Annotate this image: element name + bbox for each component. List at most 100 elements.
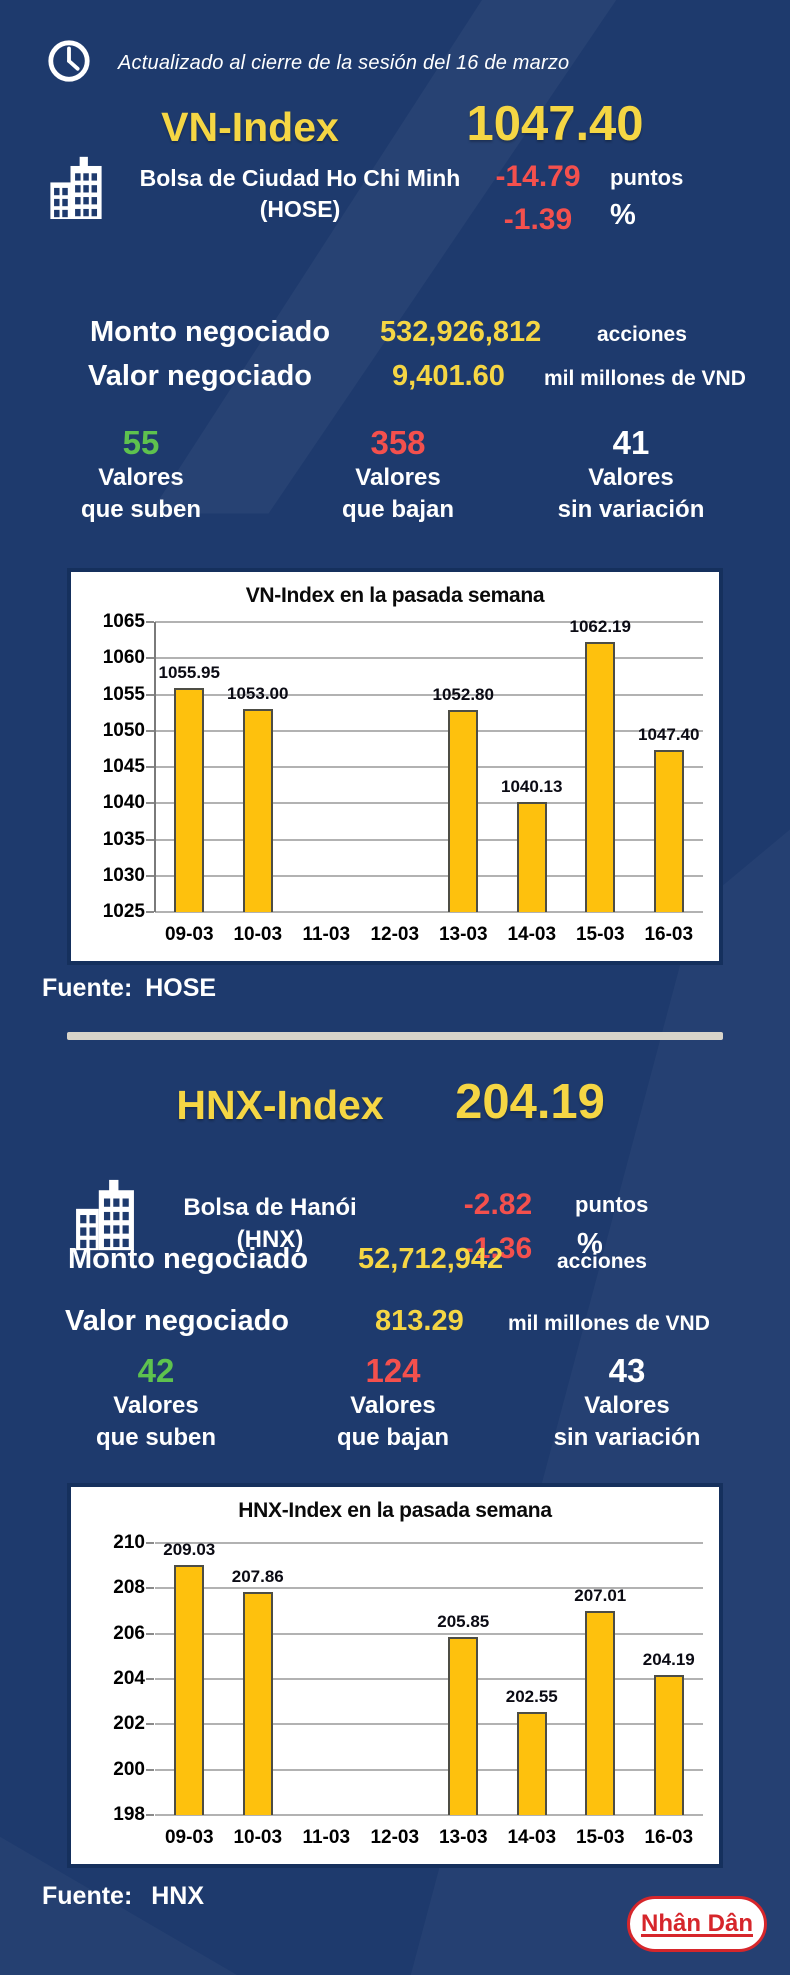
y-axis-tick (146, 1723, 154, 1726)
grid-line (155, 1632, 703, 1635)
building-icon (48, 155, 104, 224)
y-axis-line (154, 622, 156, 912)
vn-volume-value: 532,926,812 (380, 316, 542, 348)
vn-decliners-line2: que bajan (341, 496, 455, 523)
vn-change-percent: -1.39 (503, 203, 573, 236)
hnx-advancers-line1: Valores (113, 1392, 199, 1419)
vn-chart-title: VN-Index en la pasada semana (245, 584, 545, 607)
y-axis-tick (146, 657, 154, 660)
vn-value-unit: mil millones de VND (544, 367, 746, 390)
y-axis-label: 1030 (102, 864, 145, 886)
hnx-advancers-count: 42 (137, 1352, 175, 1389)
y-axis-label: 1035 (102, 828, 145, 850)
hnx-decliners-count: 124 (365, 1352, 421, 1389)
chart-bar-value: 207.01 (574, 1585, 627, 1605)
chart-bar (516, 1711, 547, 1815)
hnx-value-label: Valor negociado (65, 1305, 289, 1337)
hnx-unchanged-line1: Valores (584, 1392, 670, 1419)
nhan-dan-logo: Nhân Dân (627, 1896, 767, 1952)
hnx-decliners-line2: que bajan (336, 1424, 450, 1451)
chart-bar (653, 749, 684, 912)
hnx-unchanged-line2: sin variación (553, 1424, 701, 1451)
hnx-points-unit: puntos (575, 1192, 649, 1217)
hnx-index-name: HNX-Index (176, 1082, 384, 1128)
chart-bar (653, 1674, 684, 1815)
y-axis-label: 198 (113, 1804, 145, 1825)
hnx-volume-label: Monto negociado (68, 1243, 309, 1275)
vn-exchange-line1: Bolsa de Ciudad Ho Chi Minh (139, 165, 461, 191)
vn-unchanged-count: 41 (612, 424, 650, 461)
hnx-volume-value: 52,712,942 (358, 1243, 504, 1275)
vn-exchange-name: Bolsa de Ciudad Ho Chi Minh (HOSE) (110, 163, 490, 225)
chart-bar-value: 1047.40 (638, 724, 700, 744)
y-axis-label: 200 (113, 1758, 145, 1780)
vn-volume-unit: acciones (597, 323, 687, 346)
chart-bar-value: 209.03 (163, 1539, 216, 1559)
y-axis-tick (146, 1632, 154, 1635)
x-axis-label: 15-03 (575, 924, 625, 945)
chart-bar-value: 1040.13 (501, 777, 563, 797)
y-axis-label: 1060 (102, 647, 145, 669)
vn-index-value: 1047.40 (466, 97, 644, 151)
grid-line (155, 1723, 703, 1726)
chart-bar (174, 1564, 205, 1815)
y-axis-label: 1025 (102, 901, 145, 922)
chart-bar (448, 710, 479, 912)
chart-bar-value: 1053.00 (227, 684, 289, 703)
grid-line (155, 1814, 703, 1816)
grid-line (155, 621, 703, 623)
chart-bar-value: 1055.95 (158, 662, 220, 682)
updated-text: Actualizado al cierre de la sesión del 1… (118, 52, 570, 74)
vn-unchanged-line2: sin variación (557, 496, 705, 523)
x-axis-label: 16-03 (644, 924, 694, 945)
vn-advancers-count: 55 (122, 424, 160, 461)
y-axis-tick (146, 729, 154, 732)
y-axis-tick (146, 874, 154, 877)
clock-icon (46, 38, 92, 84)
x-axis-label: 12-03 (370, 924, 420, 945)
hnx-change-points: -2.82 (463, 1188, 533, 1221)
hnx-source: Fuente: HNX (42, 1882, 204, 1911)
hnx-value-unit: mil millones de VND (508, 1312, 710, 1335)
y-axis-tick (146, 693, 154, 696)
hnx-source-value: HNX (151, 1882, 205, 1910)
x-axis-label: 10-03 (233, 1827, 283, 1848)
chart-bar-value: 204.19 (642, 1649, 695, 1669)
hnx-percent-unit: % (577, 1228, 603, 1260)
hnx-change-percent: -1.36 (463, 1232, 533, 1265)
y-axis-label: 1055 (102, 683, 145, 705)
chart-bar (242, 709, 273, 912)
y-axis-label: 1040 (102, 792, 145, 814)
hnx-advancers-line2: que suben (95, 1424, 216, 1451)
chart-bar (585, 642, 616, 912)
building-icon (74, 1176, 136, 1257)
vn-decliners-line1: Valores (355, 464, 441, 491)
y-axis-label: 1065 (102, 611, 145, 632)
x-axis-label: 16-03 (644, 1827, 694, 1848)
grid-line (155, 1768, 703, 1771)
hnx-unchanged-count: 43 (608, 1352, 646, 1389)
vn-value-label: Valor negociado (88, 360, 312, 392)
hnx-exchange-line1: Bolsa de Hanói (183, 1194, 357, 1221)
hnx-exchange-line2: (HNX) (236, 1226, 304, 1254)
x-axis-label: 09-03 (164, 924, 214, 945)
vn-source: Fuente: HOSE (42, 974, 216, 1003)
vn-exchange-line2: (HOSE) (259, 196, 341, 223)
vn-points-unit: puntos (610, 165, 684, 190)
chart-bar (448, 1637, 479, 1815)
x-axis-label: 14-03 (507, 924, 557, 945)
vn-index-name: VN-Index (161, 104, 339, 150)
y-axis-tick (146, 802, 154, 805)
hnx-index-value: 204.19 (455, 1075, 605, 1129)
x-axis-label: 09-03 (164, 1827, 214, 1848)
vn-advancers-line2: que suben (80, 496, 201, 523)
y-axis-label: 204 (113, 1668, 145, 1689)
x-axis-label: 11-03 (302, 1827, 351, 1848)
vn-change-points: -14.79 (495, 160, 581, 193)
grid-line (155, 874, 703, 877)
x-axis-label: 11-03 (302, 924, 351, 945)
section-divider (67, 1032, 723, 1040)
vn-advancers-line1: Valores (98, 464, 184, 491)
hnx-chart-title: HNX-Index en la pasada semana (238, 1499, 552, 1522)
